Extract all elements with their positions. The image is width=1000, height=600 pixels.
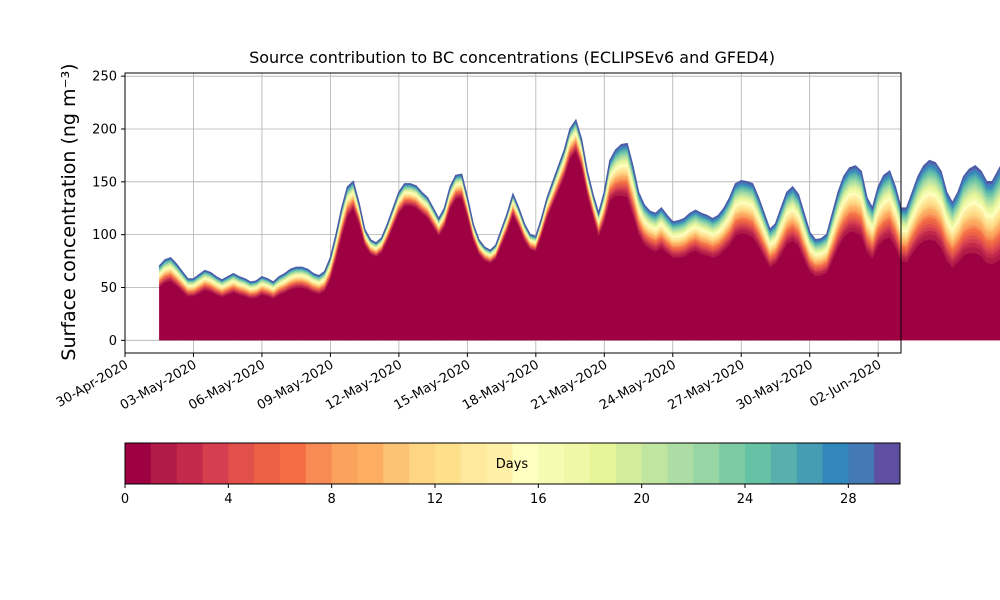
x-tick-label: 15-May-2020 xyxy=(392,357,474,413)
colorbar-segment xyxy=(615,443,643,484)
x-tick-label: 21-May-2020 xyxy=(529,357,611,413)
colorbar-segment xyxy=(331,443,358,484)
plot-frame xyxy=(124,72,902,354)
colorbar-label: Days xyxy=(496,457,529,472)
colorbar-segment xyxy=(202,443,229,484)
x-tick-label: 06-May-2020 xyxy=(186,357,268,413)
colorbar-frame xyxy=(124,442,901,485)
y-tick-label: 200 xyxy=(92,123,117,138)
y-axis-label: Surface concentration (ng m⁻³) xyxy=(58,63,80,360)
colorbar-segment xyxy=(383,443,410,484)
colorbar: Days 0 4 8 12 16 20 24 28 xyxy=(121,442,901,507)
x-tick-label: 03-May-2020 xyxy=(118,357,200,413)
colorbar-segment xyxy=(770,443,798,484)
colorbar-tick-label: 24 xyxy=(737,492,754,507)
colorbar-segment xyxy=(848,443,875,484)
colorbar-tick-label: 12 xyxy=(427,492,444,507)
chart-title: Source contribution to BC concentrations… xyxy=(249,48,775,67)
colorbar-segment xyxy=(745,443,772,484)
colorbar-segment xyxy=(538,443,565,484)
colorbar-segment xyxy=(874,443,901,484)
colorbar-segment xyxy=(176,443,203,484)
colorbar-segment xyxy=(719,443,746,484)
y-axis-ticks: 0 50 100 150 200 250 xyxy=(92,70,125,349)
colorbar-segment xyxy=(125,443,152,484)
colorbar-tick-label: 0 xyxy=(121,492,129,507)
y-tick-label: 50 xyxy=(100,281,117,296)
colorbar-segment xyxy=(357,443,384,484)
x-tick-label: 18-May-2020 xyxy=(460,357,542,413)
colorbar-segment xyxy=(254,443,281,484)
colorbar-segment xyxy=(667,443,694,484)
colorbar-segment xyxy=(512,443,539,484)
total-line xyxy=(158,118,1000,284)
colorbar-tick-label: 28 xyxy=(840,492,857,507)
x-axis-ticks: 30-Apr-202003-May-202006-May-202009-May-… xyxy=(54,353,884,413)
y-tick-label: 150 xyxy=(92,175,117,190)
colorbar-segment xyxy=(564,443,591,484)
colorbar-segment xyxy=(150,443,178,484)
colorbar-tick-label: 4 xyxy=(224,492,232,507)
colorbar-tick-label: 16 xyxy=(530,492,547,507)
colorbar-segment xyxy=(409,443,436,484)
colorbar-tick-label: 8 xyxy=(328,492,336,507)
colorbar-segment xyxy=(796,443,823,484)
plot-area: 30-Apr-202003-May-202006-May-202009-May-… xyxy=(54,70,1000,413)
x-tick-label: 12-May-2020 xyxy=(323,357,405,413)
y-tick-label: 250 xyxy=(92,70,117,85)
colorbar-ticks: 0 4 8 12 16 20 24 28 xyxy=(121,484,857,507)
colorbar-segment xyxy=(305,443,333,484)
y-tick-label: 100 xyxy=(92,228,117,243)
x-tick-label: 30-May-2020 xyxy=(734,357,816,413)
colorbar-segment xyxy=(228,443,255,484)
y-tick-label: 0 xyxy=(109,334,117,349)
stacked-area-layers xyxy=(158,118,1000,341)
colorbar-segment xyxy=(486,443,513,484)
x-tick-label: 27-May-2020 xyxy=(666,357,748,413)
x-tick-label: 09-May-2020 xyxy=(255,357,337,413)
colorbar-tick-label: 20 xyxy=(633,492,650,507)
colorbar-segment xyxy=(693,443,720,484)
x-tick-label: 02-Jun-2020 xyxy=(807,357,884,410)
colorbar-segment xyxy=(435,443,462,484)
x-tick-label: 24-May-2020 xyxy=(597,357,679,413)
colorbar-segment xyxy=(822,443,849,484)
colorbar-segment xyxy=(641,443,668,484)
colorbar-segment xyxy=(280,443,307,484)
area-layer-day-0 xyxy=(159,150,1000,341)
colorbar-segments xyxy=(125,443,901,484)
colorbar-segment xyxy=(590,443,617,484)
colorbar-segment xyxy=(460,443,488,484)
